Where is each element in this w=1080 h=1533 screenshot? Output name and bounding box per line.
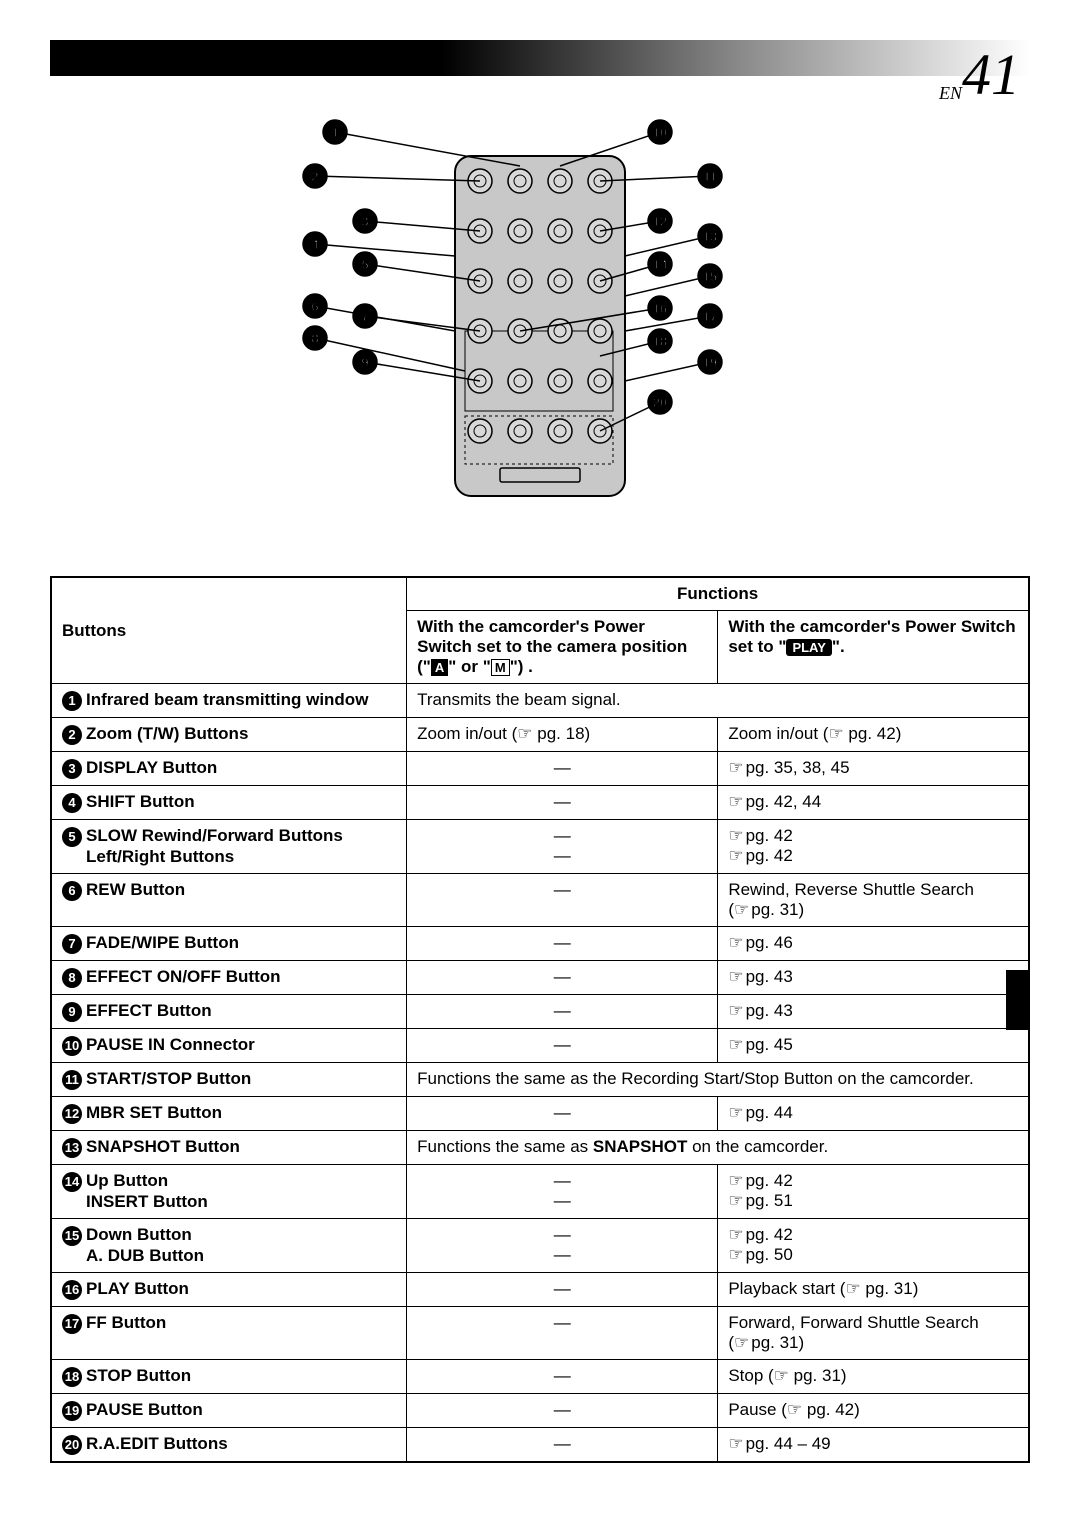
table-row: 1Infrared beam transmitting window Trans… [51,684,1029,718]
svg-text:19: 19 [703,355,717,370]
svg-text:3: 3 [361,214,368,229]
svg-text:11: 11 [703,169,717,184]
page-prefix: EN [939,83,962,104]
page-number: EN 41 [50,46,1030,104]
svg-text:1: 1 [331,125,338,140]
svg-text:8: 8 [311,331,318,346]
table-row: 7FADE/WIPE Button — pg. 46 [51,927,1029,961]
header-camera-mode: With the camcorder's Power Switch set to… [407,611,718,684]
svg-text:10: 10 [653,125,667,140]
header-functions: Functions [407,577,1029,611]
svg-text:7: 7 [361,309,368,324]
svg-text:6: 6 [311,299,318,314]
header-buttons: Buttons [51,577,407,684]
remote-diagram: 1234567891011121314151617181920 [50,116,1030,516]
table-row: 8EFFECT ON/OFF Button — pg. 43 [51,961,1029,995]
table-row: 15Down ButtonA. DUB Button —— pg. 42pg. … [51,1219,1029,1273]
table-row: 17FF Button — Forward, Forward Shuttle S… [51,1307,1029,1360]
table-row: 16PLAY Button — Playback start (☞ pg. 31… [51,1273,1029,1307]
table-row: 3DISPLAY Button — pg. 35, 38, 45 [51,752,1029,786]
table-row: 13SNAPSHOT Button Functions the same as … [51,1131,1029,1165]
svg-text:18: 18 [653,334,667,349]
table-row: 19PAUSE Button — Pause (☞ pg. 42) [51,1394,1029,1428]
header-play-mode: With the camcorder's Power Switch set to… [718,611,1029,684]
svg-text:4: 4 [311,237,319,252]
table-row: 10PAUSE IN Connector — pg. 45 [51,1029,1029,1063]
table-row: 14Up ButtonINSERT Button —— pg. 42pg. 51 [51,1165,1029,1219]
svg-text:17: 17 [703,309,717,324]
table-row: 11START/STOP Button Functions the same a… [51,1063,1029,1097]
svg-text:13: 13 [703,229,717,244]
svg-text:12: 12 [653,214,667,229]
table-row: 2Zoom (T/W) Buttons Zoom in/out (☞ pg. 1… [51,718,1029,752]
table-row: 18STOP Button — Stop (☞ pg. 31) [51,1360,1029,1394]
table-row: 6REW Button — Rewind, Reverse Shuttle Se… [51,874,1029,927]
svg-text:15: 15 [703,269,717,284]
table-row: 9EFFECT Button — pg. 43 [51,995,1029,1029]
svg-text:14: 14 [653,257,668,272]
svg-text:20: 20 [653,395,667,410]
svg-text:2: 2 [311,169,318,184]
svg-text:5: 5 [361,257,368,272]
table-row: 12MBR SET Button — pg. 44 [51,1097,1029,1131]
table-row: 5SLOW Rewind/Forward ButtonsLeft/Right B… [51,820,1029,874]
table-row: 4SHIFT Button — pg. 42, 44 [51,786,1029,820]
table-row: 20R.A.EDIT Buttons — pg. 44 – 49 [51,1428,1029,1463]
page-num: 41 [962,46,1020,104]
side-tab [1006,970,1030,1030]
svg-text:16: 16 [653,301,667,316]
functions-table: Buttons Functions With the camcorder's P… [50,576,1030,1463]
svg-text:9: 9 [361,355,368,370]
